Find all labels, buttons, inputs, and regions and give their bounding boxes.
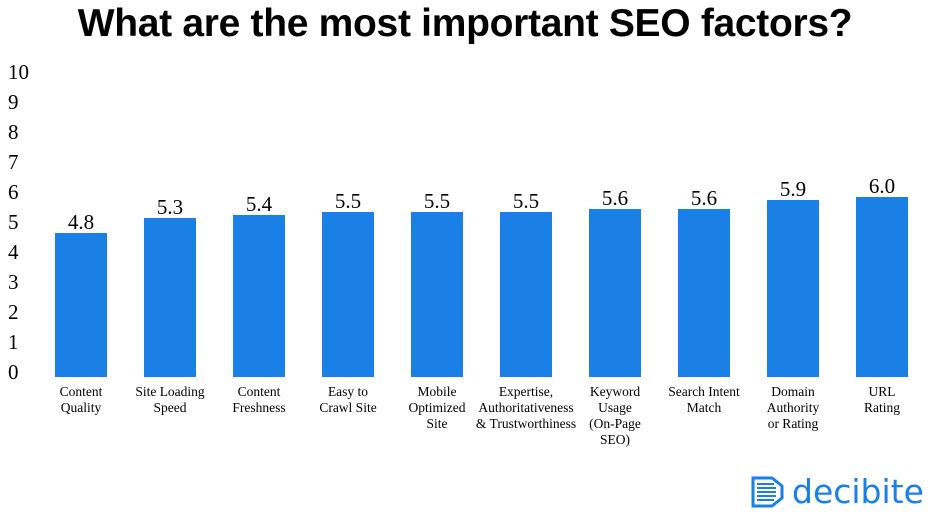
y-tick-label: 4 — [8, 240, 19, 264]
x-tick-label-line: URL — [868, 384, 896, 399]
x-tick-label-line: Easy to — [327, 384, 369, 399]
logo-text: decibite — [792, 472, 924, 511]
x-tick-label: Search Intent Match — [649, 384, 759, 416]
x-tick-label-line: Keyword — [589, 384, 641, 399]
y-tick-label: 3 — [8, 270, 19, 294]
x-tick-label-line: Domain — [771, 384, 815, 399]
x-tick-label: Content Freshness — [204, 384, 314, 416]
bar — [589, 209, 641, 377]
x-tick-label-line: Authoritativeness — [478, 400, 574, 415]
bar — [144, 218, 196, 377]
x-tick-label: Site Loading Speed — [115, 384, 225, 416]
y-tick-label: 7 — [8, 150, 19, 174]
bar — [322, 212, 374, 377]
y-tick-label: 5 — [8, 210, 19, 234]
x-tick-label-line: or Rating — [767, 416, 819, 431]
x-tick-label-line: Speed — [153, 400, 187, 415]
bar — [856, 197, 908, 377]
x-tick-label-line: Content — [237, 384, 281, 399]
x-tick-label-line: Rating — [864, 400, 900, 415]
x-tick-label: URL Rating — [827, 384, 930, 416]
x-tick-label-line: SEO) — [600, 432, 630, 447]
x-tick-label-line: Site — [426, 416, 448, 431]
y-tick-label: 1 — [8, 330, 19, 354]
data-label: 5.5 — [513, 189, 539, 213]
x-tick-label-line: Authority — [766, 400, 820, 415]
bar — [233, 215, 285, 377]
y-tick-label: 0 — [8, 360, 19, 384]
bar — [678, 209, 730, 377]
x-tick-label-line: Freshness — [232, 400, 286, 415]
x-tick-label-line: Usage — [598, 400, 632, 415]
x-tick-label-line: Content — [59, 384, 103, 399]
y-tick-label: 9 — [8, 90, 19, 114]
y-tick-label: 2 — [8, 300, 19, 324]
data-label: 5.9 — [780, 177, 806, 201]
data-label: 4.8 — [68, 210, 94, 234]
x-tick-label: Domain Authority or Rating — [738, 384, 848, 432]
chart-title: What are the most important SEO factors? — [77, 2, 853, 45]
x-tick-label-line: & Trustworthiness — [475, 416, 577, 431]
bar — [767, 200, 819, 377]
logo-icon — [751, 476, 784, 508]
data-label: 5.6 — [602, 186, 628, 210]
x-tick-label: Easy to Crawl Site — [293, 384, 403, 416]
y-tick-label: 8 — [8, 120, 19, 144]
data-label: 5.6 — [691, 186, 717, 210]
data-label: 5.4 — [246, 192, 273, 216]
x-tick-label-line: Match — [686, 400, 722, 415]
x-tick-label-line: Mobile — [417, 384, 457, 399]
y-tick-label: 6 — [8, 180, 19, 204]
decibite-logo: decibite — [750, 474, 924, 510]
x-tick-label-line: Quality — [60, 400, 102, 415]
y-tick-label: 10 — [8, 60, 29, 84]
x-tick-label-line: Search Intent — [668, 384, 740, 399]
x-tick-label-line: Site Loading — [135, 384, 205, 399]
data-label: 5.3 — [157, 195, 183, 219]
x-tick-label-line: Expertise, — [498, 384, 554, 399]
x-tick-label: Content Quality — [26, 384, 136, 416]
bar — [500, 212, 552, 377]
data-label: 6.0 — [869, 174, 895, 198]
x-tick-label: Expertise, Authoritativeness & Trustworthi… — [471, 384, 581, 432]
bar — [411, 212, 463, 377]
data-label: 5.5 — [424, 189, 450, 213]
x-tick-label: Mobile Optimized Site — [382, 384, 492, 432]
x-tick-label: Keyword Usage (On-Page SEO) — [560, 384, 670, 448]
x-tick-label-line: (On-Page — [589, 416, 641, 431]
x-tick-label-line: Optimized — [408, 400, 466, 415]
x-tick-label-line: Crawl Site — [319, 400, 377, 415]
bar — [55, 233, 107, 377]
data-label: 5.5 — [335, 189, 361, 213]
